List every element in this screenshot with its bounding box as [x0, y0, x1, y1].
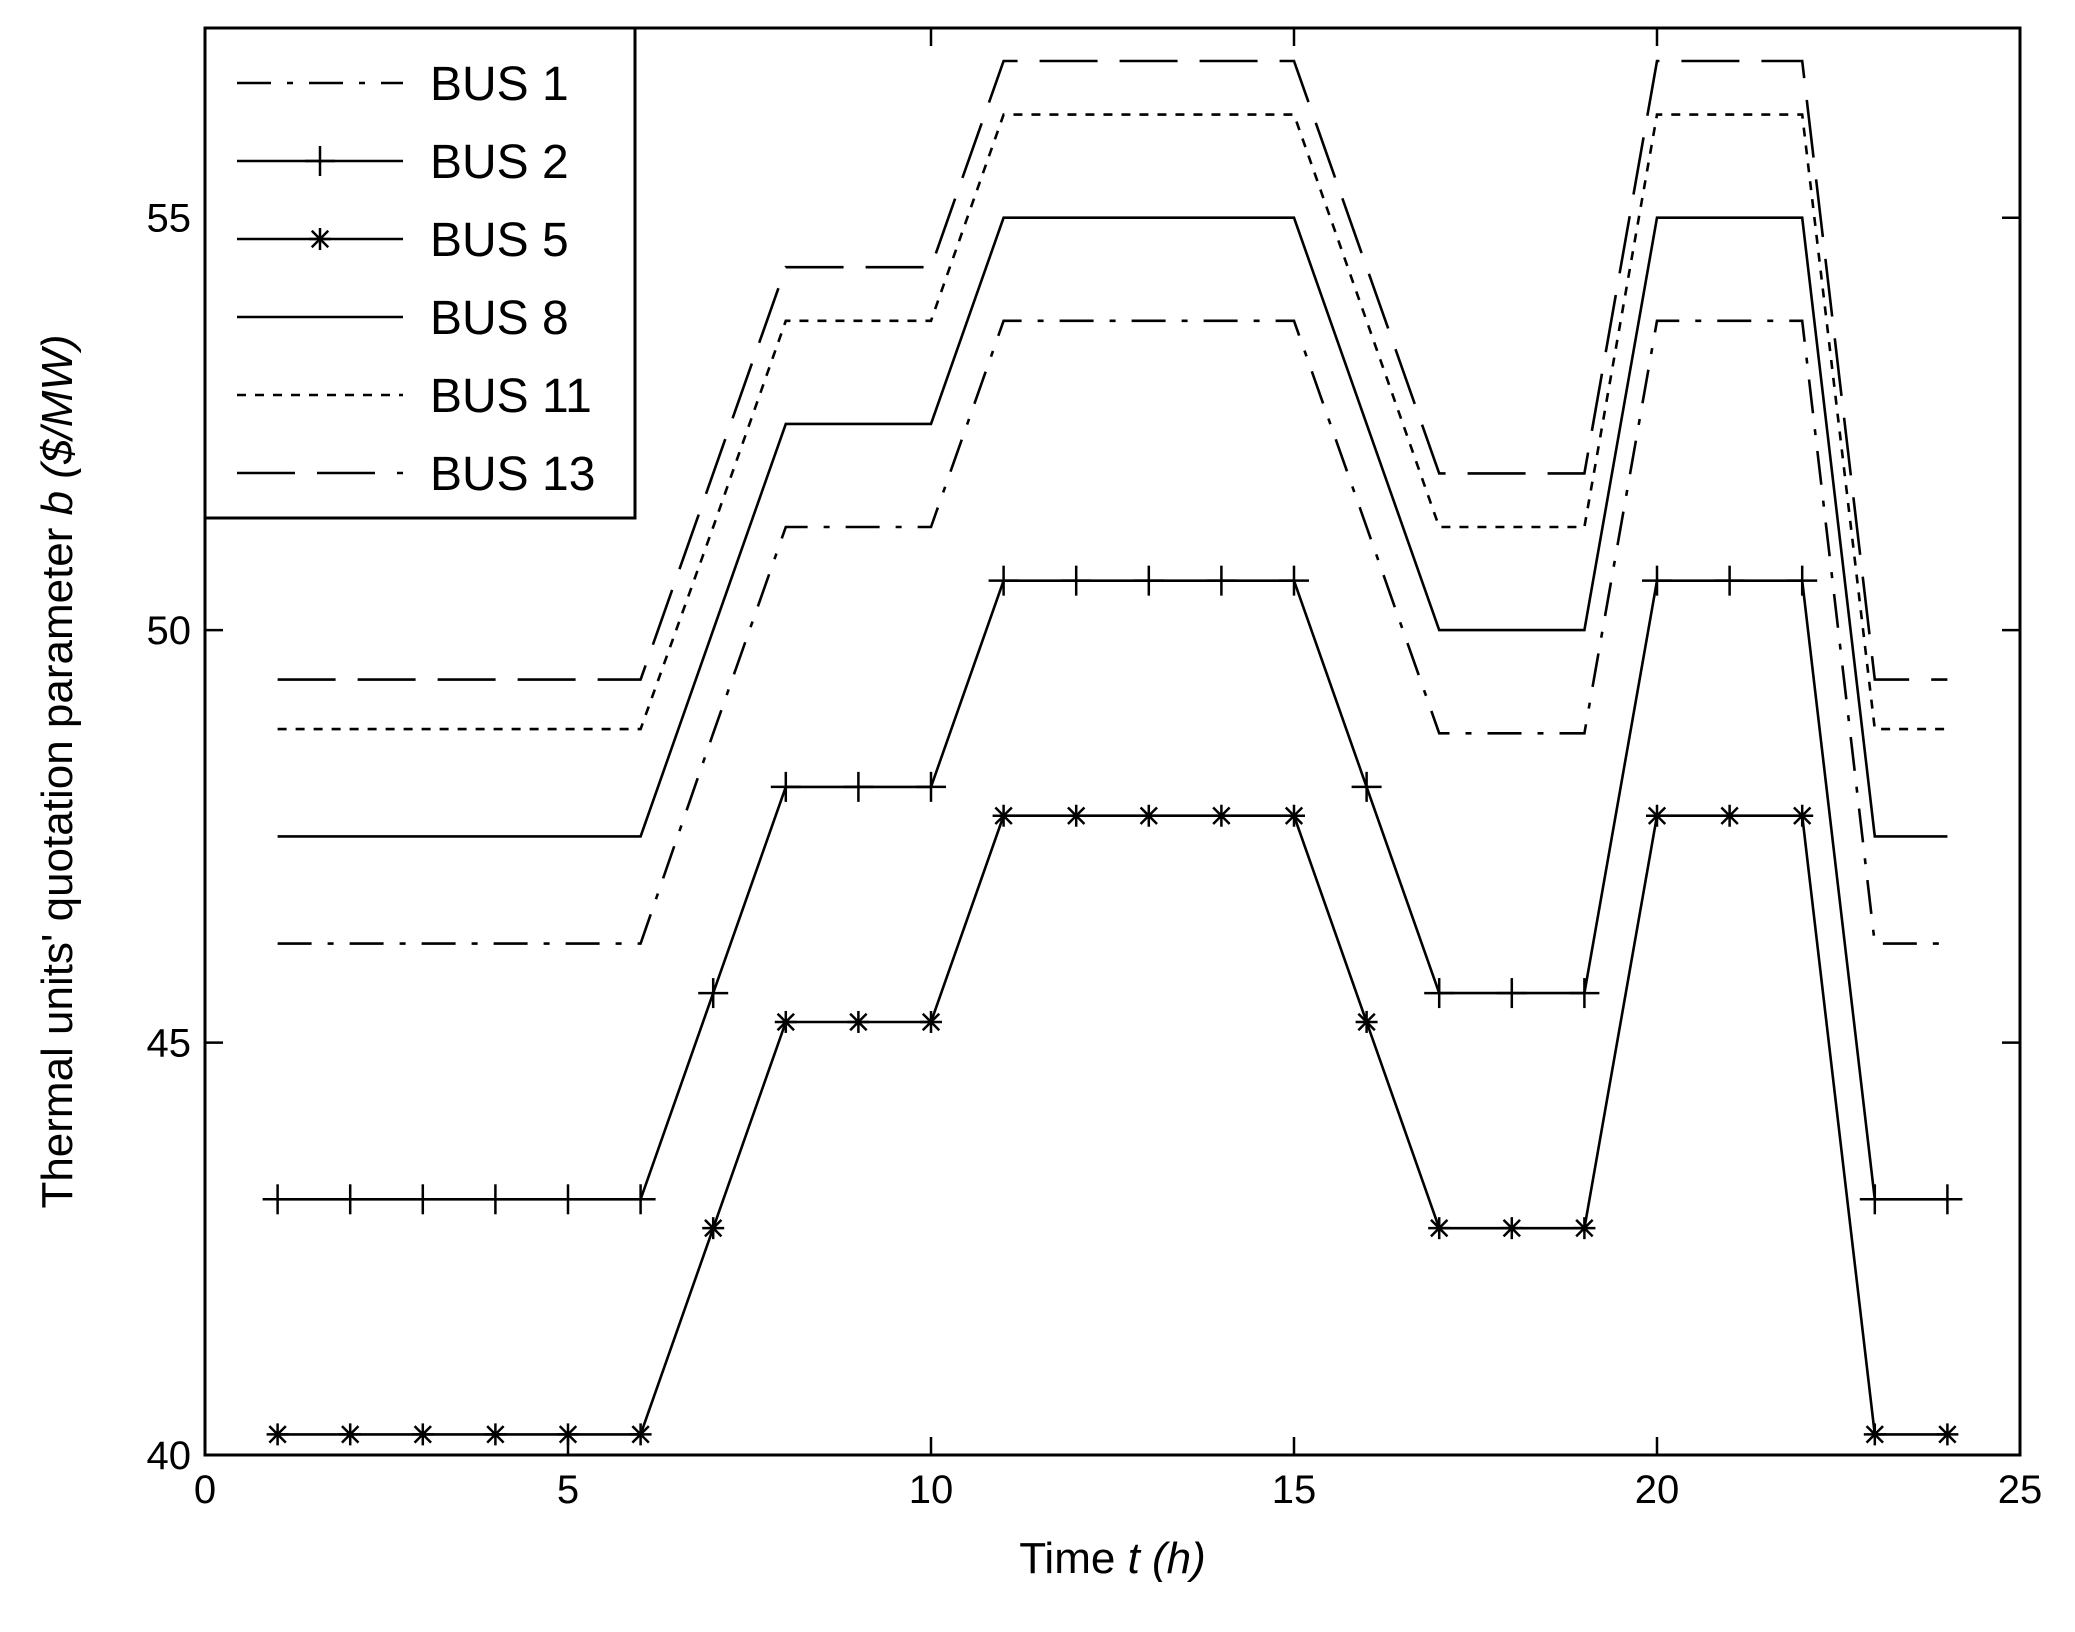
- marker-plus-bus-2: [1714, 565, 1745, 596]
- legend-label-bus-1: BUS 1: [430, 58, 569, 111]
- y-tick-label: 50: [147, 609, 192, 653]
- x-tick-label: 0: [194, 1468, 216, 1512]
- axes-layer: 0 5 10 15 20 25 40 45 50 55: [147, 28, 2043, 1512]
- series-line-bus-1: [277, 319, 1948, 945]
- marker-plus-bus-2: [1206, 565, 1237, 596]
- series-line-bus-8: [277, 216, 1948, 838]
- series-bus-2: [262, 565, 1963, 1215]
- x-tick-label: 20: [1635, 1468, 1680, 1512]
- marker-star-bus-5: [1283, 804, 1305, 827]
- marker-star-bus-5: [1428, 1217, 1451, 1240]
- marker-star-bus-5: [1137, 804, 1160, 827]
- x-axis-title: Time t (h): [1019, 1534, 1206, 1583]
- marker-star-bus-5: [1718, 804, 1741, 827]
- marker-plus-bus-2: [1642, 565, 1672, 596]
- legend-box: [203, 26, 637, 520]
- x-axis-title-var: t: [1128, 1534, 1142, 1583]
- marker-star-bus-5: [774, 1010, 797, 1033]
- x-tick-label: 25: [1998, 1468, 2043, 1512]
- marker-plus-bus-2: [1351, 771, 1382, 802]
- y-axis-title-var: b: [33, 491, 82, 515]
- legend-entry-bus-11: BUS 11: [237, 370, 592, 423]
- marker-plus-bus-2: [407, 1184, 438, 1215]
- legend-label-bus-2: BUS 2: [430, 136, 569, 189]
- x-axis-title-unit: (h): [1140, 1534, 1206, 1583]
- marker-plus-bus-2: [553, 1184, 583, 1215]
- legend-entry-bus-1: BUS 1: [237, 58, 569, 111]
- marker-plus-bus-2: [698, 978, 729, 1009]
- series-bus-1: [277, 319, 1948, 945]
- series-layer: [262, 59, 1963, 1446]
- y-axis-title-prefix: Thermal units' quotation parameter: [33, 515, 82, 1208]
- marker-plus-bus-2: [1496, 978, 1527, 1009]
- legend-entry-bus-5: BUS 5: [237, 214, 569, 267]
- marker-plus-bus-2: [625, 1184, 656, 1215]
- series-line-bus-13: [277, 59, 1948, 681]
- x-axis-title-prefix: Time: [1019, 1534, 1127, 1583]
- marker-star-bus-5: [847, 1010, 870, 1033]
- marker-star-bus-5: [484, 1423, 507, 1446]
- legend-label-bus-8: BUS 8: [430, 292, 569, 345]
- marker-star-bus-5: [1065, 804, 1088, 827]
- x-tick-label: 10: [909, 1468, 954, 1512]
- marker-star-bus-5: [702, 1217, 725, 1240]
- marker-plus-bus-2: [262, 1184, 293, 1215]
- y-tick-label: 55: [147, 197, 192, 241]
- marker-star-bus-5: [1791, 804, 1814, 827]
- marker-plus-bus-2: [1424, 978, 1455, 1009]
- y-tick-label: 45: [147, 1022, 192, 1066]
- marker-plus-bus-2: [916, 771, 946, 802]
- legend-entry-bus-2: BUS 2: [237, 136, 569, 189]
- series-bus-11: [277, 113, 1948, 731]
- marker-star-bus-5: [266, 1423, 289, 1446]
- marker-star-bus-5: [1646, 804, 1668, 827]
- series-line-bus-5: [277, 814, 1948, 1436]
- legend-label-bus-5: BUS 5: [430, 214, 569, 267]
- y-axis-title: Thermal units' quotation parameter b ($/…: [33, 334, 82, 1208]
- marker-star-bus-5: [1936, 1423, 1959, 1446]
- marker-star-bus-5: [1500, 1217, 1523, 1240]
- marker-star-legend-bus-5: [309, 228, 331, 250]
- marker-star-bus-5: [629, 1423, 652, 1446]
- y-axis-title-unit: ($/MW): [33, 334, 82, 490]
- marker-star-bus-5: [339, 1423, 362, 1446]
- marker-plus-bus-2: [1279, 565, 1309, 596]
- marker-star-bus-5: [1863, 1423, 1886, 1446]
- marker-plus-bus-2: [1133, 565, 1164, 596]
- series-line-bus-11: [277, 113, 1948, 731]
- legend-label-bus-13: BUS 13: [430, 448, 595, 501]
- marker-plus-bus-2: [335, 1184, 366, 1215]
- marker-plus-bus-2: [1569, 978, 1600, 1009]
- series-bus-8: [277, 216, 1948, 838]
- legend-label-bus-11: BUS 11: [430, 370, 592, 423]
- x-tick-label: 15: [1272, 1468, 1317, 1512]
- series-bus-5: [266, 804, 1959, 1446]
- marker-star-bus-5: [920, 1010, 942, 1033]
- marker-plus-legend-bus-2: [305, 146, 335, 176]
- legend-entry-bus-13: BUS 13: [237, 448, 595, 501]
- marker-star-bus-5: [411, 1423, 434, 1446]
- marker-star-bus-5: [1573, 1217, 1596, 1240]
- marker-plus-bus-2: [1787, 565, 1818, 596]
- marker-plus-bus-2: [1859, 1184, 1890, 1215]
- x-tick-label: 5: [557, 1468, 579, 1512]
- legend-entry-bus-8: BUS 8: [237, 292, 569, 345]
- marker-star-bus-5: [1210, 804, 1233, 827]
- marker-plus-bus-2: [1932, 1184, 1963, 1215]
- legend: BUS 1 BUS 2 BUS 5 BUS 8 BUS 11 BUS 13: [203, 26, 637, 520]
- marker-star-bus-5: [992, 804, 1015, 827]
- marker-plus-bus-2: [1061, 565, 1092, 596]
- y-tick-label: 40: [147, 1434, 192, 1478]
- marker-plus-bus-2: [480, 1184, 511, 1215]
- marker-star-bus-5: [1355, 1010, 1378, 1033]
- plot-frame: [203, 26, 2022, 1457]
- marker-plus-bus-2: [988, 565, 1019, 596]
- marker-plus-bus-2: [843, 771, 874, 802]
- series-bus-13: [277, 59, 1948, 681]
- marker-plus-bus-2: [770, 771, 801, 802]
